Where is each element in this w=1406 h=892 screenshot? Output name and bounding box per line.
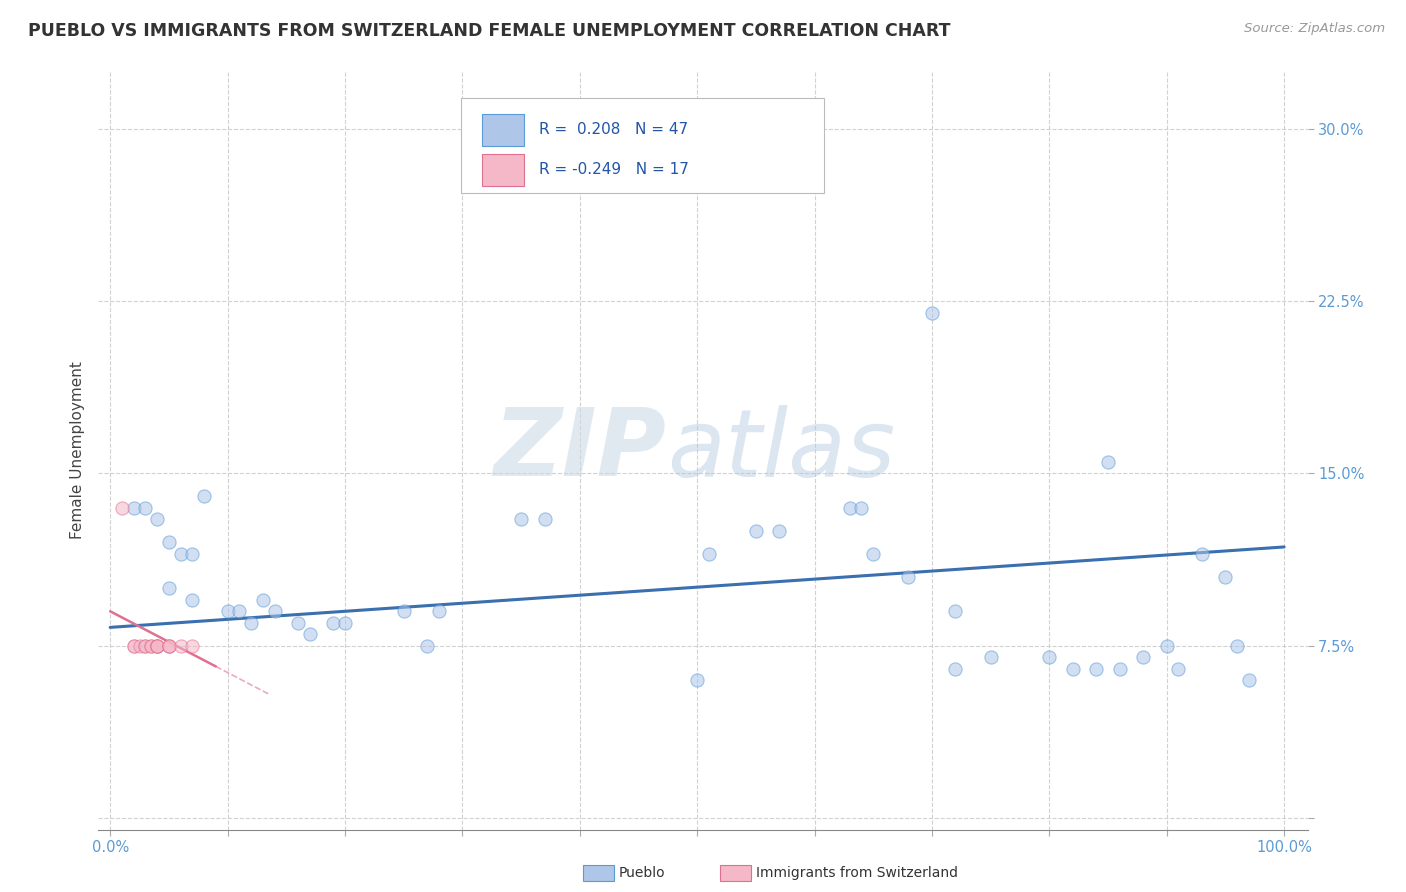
Point [157,582,180,596]
Text: PUEBLO VS IMMIGRANTS FROM SWITZERLAND FEMALE UNEMPLOYMENT CORRELATION CHART: PUEBLO VS IMMIGRANTS FROM SWITZERLAND FE… [28,22,950,40]
Point [134,639,156,653]
Point [181,639,204,653]
Point [533,512,555,526]
Point [1156,639,1178,653]
Point [1108,662,1130,676]
Text: Immigrants from Switzerland: Immigrants from Switzerland [756,866,959,880]
Point [862,547,884,561]
Point [111,500,134,515]
Point [1167,662,1189,676]
Point [157,535,180,549]
Point [1062,662,1084,676]
Point [1215,570,1237,584]
Point [181,547,204,561]
Point [697,547,720,561]
Point [181,592,204,607]
Point [1097,455,1119,469]
Text: R =  0.208   N = 47: R = 0.208 N = 47 [538,122,688,137]
Y-axis label: Female Unemployment: Female Unemployment [69,361,84,540]
Point [945,604,967,618]
Point [128,639,150,653]
Point [838,500,860,515]
Point [263,604,285,618]
Point [1237,673,1260,688]
Point [146,639,169,653]
Point [1085,662,1108,676]
Point [745,524,768,538]
Point [921,305,943,319]
Point [416,639,439,653]
Point [322,615,344,630]
Point [169,639,191,653]
Point [157,639,180,653]
Point [851,500,873,515]
Point [169,547,191,561]
Point [228,604,250,618]
Point [1132,650,1154,665]
Point [945,662,967,676]
Point [686,673,709,688]
Point [1038,650,1060,665]
Point [392,604,415,618]
Text: atlas: atlas [666,405,896,496]
Point [252,592,274,607]
Point [146,639,169,653]
FancyBboxPatch shape [461,98,824,193]
Point [287,615,309,630]
Point [217,604,239,618]
Point [157,639,180,653]
Point [1226,639,1249,653]
Text: R = -0.249   N = 17: R = -0.249 N = 17 [538,162,689,178]
Point [510,512,533,526]
Text: Source: ZipAtlas.com: Source: ZipAtlas.com [1244,22,1385,36]
Point [157,639,180,653]
Point [1191,547,1213,561]
Point [122,639,145,653]
Point [427,604,450,618]
Point [897,570,920,584]
Point [146,639,169,653]
Point [193,490,215,504]
Bar [482,113,524,145]
Point [141,639,163,653]
Text: Pueblo: Pueblo [619,866,665,880]
Point [134,639,156,653]
Point [134,500,156,515]
Point [141,639,163,653]
Point [768,524,790,538]
Point [298,627,321,641]
Point [333,615,356,630]
Point [122,639,145,653]
Point [122,500,145,515]
Bar [482,153,524,186]
Point [240,615,263,630]
Point [146,639,169,653]
Point [980,650,1002,665]
Text: ZIP: ZIP [494,404,666,497]
Point [146,512,169,526]
